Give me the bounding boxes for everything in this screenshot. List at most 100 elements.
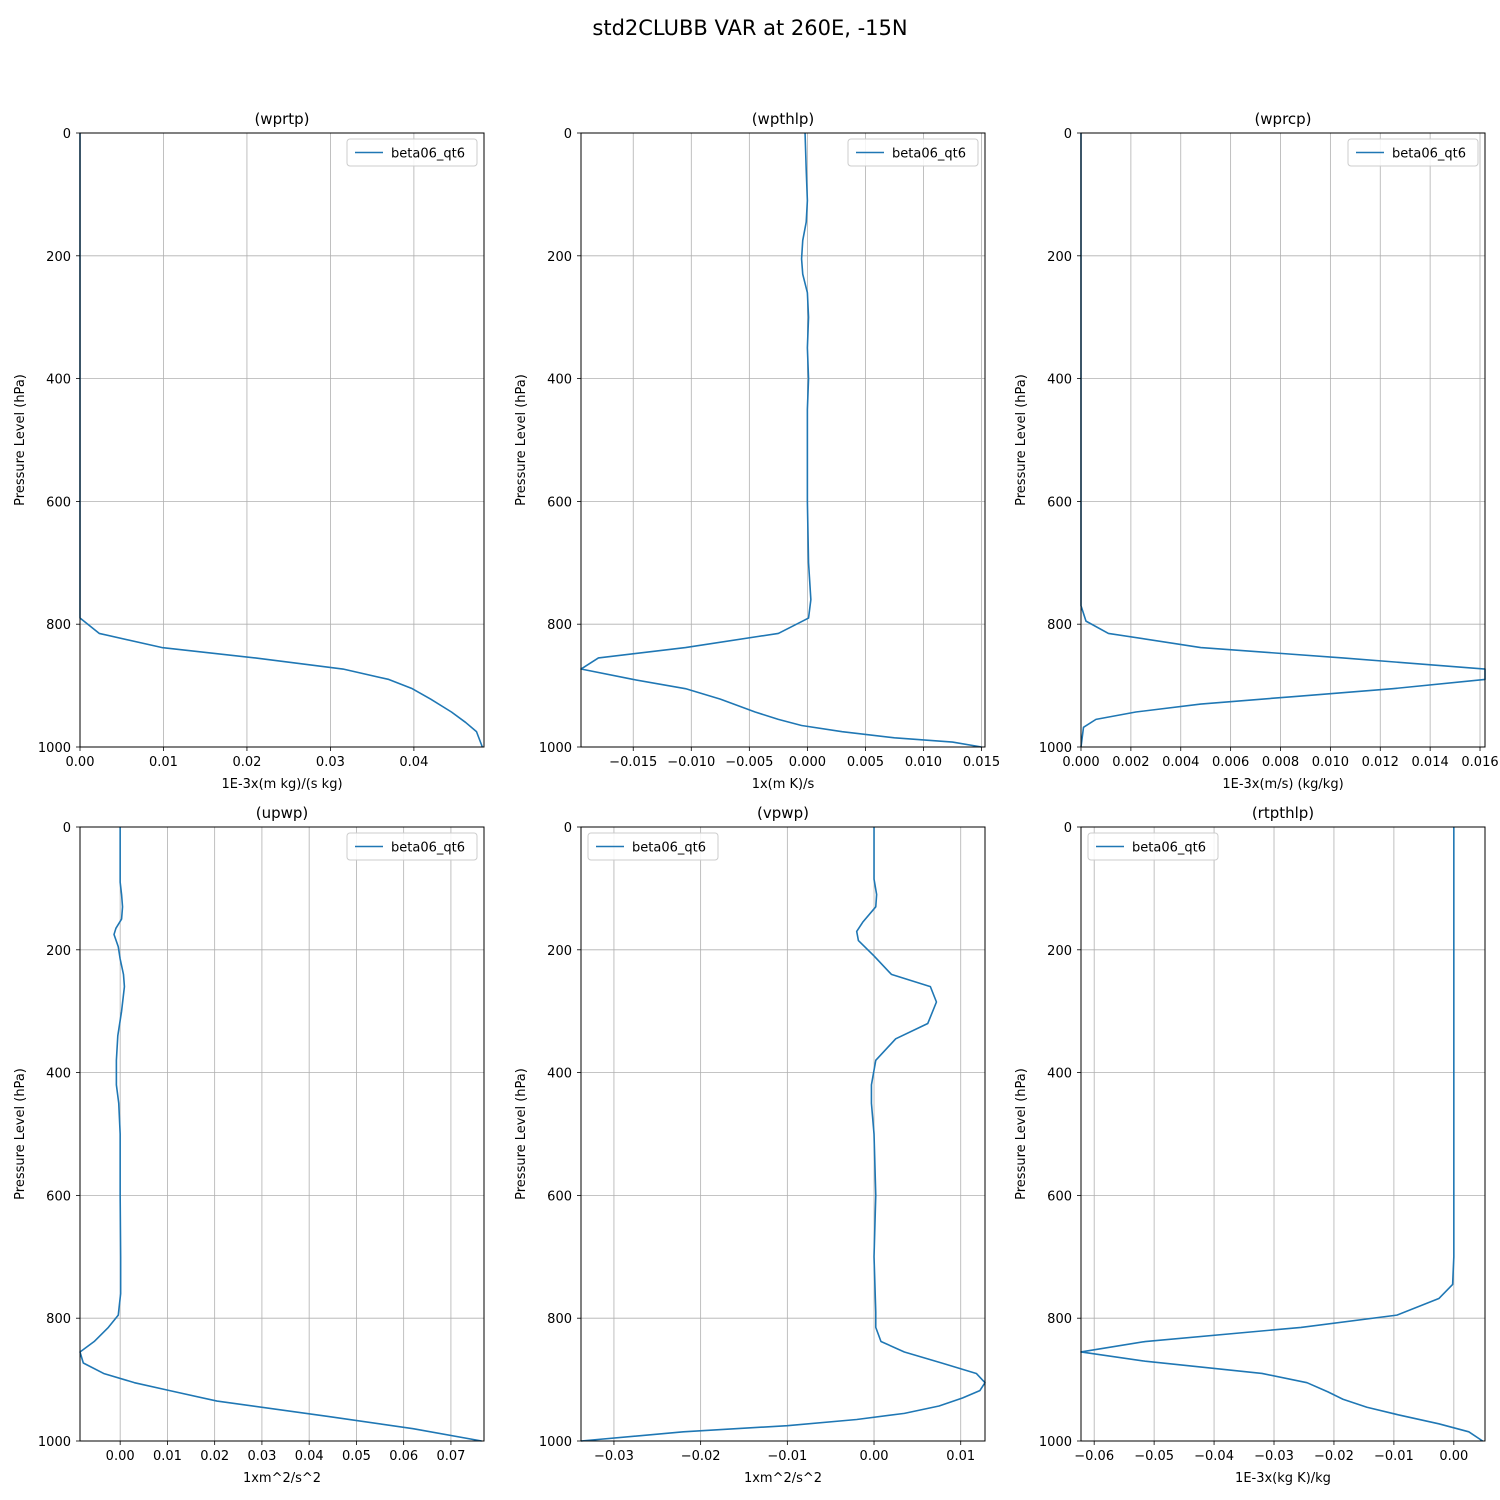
panel-1-ytick-label-1: 200 (547, 250, 572, 265)
panel-1-xtick-label-3: 0.000 (789, 755, 826, 770)
panel-4-legend-box (587, 832, 719, 861)
panel-0-ytick-label-4: 800 (46, 618, 71, 633)
panel-5-ytick-label-2: 400 (1047, 1067, 1072, 1082)
panel-3-xtick-label-7: 0.07 (436, 1449, 465, 1464)
panel-3-ytick-label-5: 1000 (38, 1435, 71, 1450)
panel-2-ytick-label-0: 0 (1064, 127, 1072, 142)
panel-2-ytick-label-4: 800 (1047, 618, 1072, 633)
panel-5-ytick-label-0: 0 (1064, 821, 1072, 836)
panel-3-xtick-label-5: 0.05 (342, 1449, 371, 1464)
panel-4-ytick-label-5: 1000 (539, 1435, 572, 1450)
panel-3-xtick-label-2: 0.02 (200, 1449, 229, 1464)
panel-3-xtick-label-1: 0.01 (153, 1449, 182, 1464)
panel-2-xtick-label-0: 0.000 (1062, 755, 1099, 770)
panel-5-ytick-label-4: 800 (1047, 1312, 1072, 1327)
panel-4-xtick-label-3: 0.00 (860, 1449, 889, 1464)
panel-2-xtick-label-5: 0.010 (1312, 755, 1349, 770)
panel-3-xtick-label-3: 0.03 (247, 1449, 276, 1464)
figure-title: std2CLUBB VAR at 260E, -15N (592, 16, 908, 40)
panel-3-title: (upwp) (256, 804, 309, 822)
panel-0-ytick-label-2: 400 (46, 373, 71, 388)
panel-5-legend-box (1087, 832, 1219, 861)
panel-1-xtick-label-2: −0.005 (725, 755, 773, 770)
panel-3-axes-frame (79, 826, 485, 1442)
panel-5-xtick-label-4: −0.02 (1314, 1449, 1354, 1464)
panel-2-legend-label: beta06_qt6 (1392, 147, 1466, 162)
panel-5-ytick-label-3: 600 (1047, 1189, 1072, 1204)
panel-4-legend-label: beta06_qt6 (632, 841, 706, 856)
panel-3-ylabel: Pressure Level (hPa) (13, 1068, 28, 1200)
panel-0-xtick-label-2: 0.02 (232, 755, 261, 770)
panel-5-xtick-label-3: −0.03 (1254, 1449, 1294, 1464)
panel-2-xtick-label-6: 0.012 (1362, 755, 1399, 770)
panel-4-xtick-label-2: −0.01 (767, 1449, 807, 1464)
panel-1-xtick-label-5: 0.010 (905, 755, 942, 770)
panel-3-xtick-label-6: 0.06 (389, 1449, 418, 1464)
panel-3-ytick-label-4: 800 (46, 1312, 71, 1327)
panel-5-ytick-label-5: 1000 (1039, 1435, 1072, 1450)
panel-1-xtick-label-6: 0.015 (963, 755, 1000, 770)
panel-4-xlabel: 1xm^2/s^2 (744, 1471, 822, 1486)
panel-2-xtick-label-4: 0.008 (1262, 755, 1299, 770)
panel-5-title: (rtpthlp) (1252, 804, 1314, 822)
panel-3-ytick-label-3: 600 (46, 1189, 71, 1204)
panel-1-xtick-label-4: 0.005 (847, 755, 884, 770)
panel-3-xtick-label-0: 0.00 (106, 1449, 135, 1464)
panel-5-legend-label: beta06_qt6 (1132, 841, 1206, 856)
panel-0-ylabel: Pressure Level (hPa) (13, 374, 28, 506)
panel-0-xtick-label-3: 0.03 (316, 755, 345, 770)
panel-0-series-line-0 (79, 133, 484, 748)
panel-0-legend-label: beta06_qt6 (391, 147, 465, 162)
panel-1-title: (wpthlp) (752, 110, 815, 128)
panel-3-ytick-label-1: 200 (46, 944, 71, 959)
panel-1-series-line-0 (580, 132, 982, 748)
panel-0-xtick-label-4: 0.04 (399, 755, 428, 770)
panel-5-xtick-label-0: −0.06 (1074, 1449, 1114, 1464)
panel-4-xtick-label-1: −0.02 (681, 1449, 721, 1464)
panel-4-ytick-label-1: 200 (547, 944, 572, 959)
panel-4-ylabel: Pressure Level (hPa) (514, 1068, 529, 1200)
panel-4-series-line-0 (580, 827, 986, 1442)
panel-1-ytick-label-3: 600 (547, 495, 572, 510)
panel-2-ytick-label-1: 200 (1047, 250, 1072, 265)
panel-1-legend-box (847, 138, 979, 167)
panel-5-ytick-label-1: 200 (1047, 944, 1072, 959)
panel-1-legend-label: beta06_qt6 (892, 147, 966, 162)
panel-2-xtick-label-8: 0.016 (1461, 755, 1498, 770)
panel-1-ylabel: Pressure Level (hPa) (514, 374, 529, 506)
panel-2-title: (wprcp) (1254, 110, 1311, 128)
panel-2-legend-box (1347, 138, 1479, 167)
panel-5-axes-frame (1080, 826, 1486, 1442)
panel-4-axes-frame (580, 826, 986, 1442)
panel-2-xtick-label-3: 0.006 (1212, 755, 1249, 770)
panel-3-xtick-label-4: 0.04 (295, 1449, 324, 1464)
panel-5-xtick-label-5: −0.01 (1374, 1449, 1414, 1464)
panel-1-ytick-label-4: 800 (547, 618, 572, 633)
panel-4-xtick-label-0: −0.03 (594, 1449, 634, 1464)
panel-4-xtick-label-4: 0.01 (946, 1449, 975, 1464)
panel-0-title: (wprtp) (254, 110, 309, 128)
panel-5-xtick-label-2: −0.04 (1194, 1449, 1234, 1464)
panel-2-ytick-label-2: 400 (1047, 373, 1072, 388)
panel-2-ylabel: Pressure Level (hPa) (1014, 374, 1029, 506)
panel-5-xlabel: 1E-3x(kg K)/kg (1235, 1471, 1331, 1486)
panel-0-xtick-label-1: 0.01 (149, 755, 178, 770)
panel-0-legend-box (346, 138, 478, 167)
panel-4-ytick-label-4: 800 (547, 1312, 572, 1327)
panel-2-xtick-label-7: 0.014 (1412, 755, 1449, 770)
panel-2-ytick-label-3: 600 (1047, 495, 1072, 510)
panel-3-xlabel: 1xm^2/s^2 (243, 1471, 321, 1486)
panel-4-ytick-label-3: 600 (547, 1189, 572, 1204)
panel-0-axes-frame (79, 132, 485, 748)
panel-0-ytick-label-1: 200 (46, 250, 71, 265)
panel-3-series-line-0 (79, 827, 482, 1442)
panel-0-xtick-label-0: 0.00 (66, 755, 95, 770)
panel-1-xtick-label-0: −0.015 (609, 755, 657, 770)
panel-0-ytick-label-3: 600 (46, 495, 71, 510)
panel-3-ytick-label-0: 0 (63, 821, 71, 836)
panel-2-xtick-label-1: 0.002 (1112, 755, 1149, 770)
panel-1-ytick-label-5: 1000 (539, 741, 572, 756)
panel-4-title: (vpwp) (757, 804, 809, 822)
panel-5-series-line-0 (1080, 827, 1484, 1442)
panel-1-ytick-label-2: 400 (547, 373, 572, 388)
